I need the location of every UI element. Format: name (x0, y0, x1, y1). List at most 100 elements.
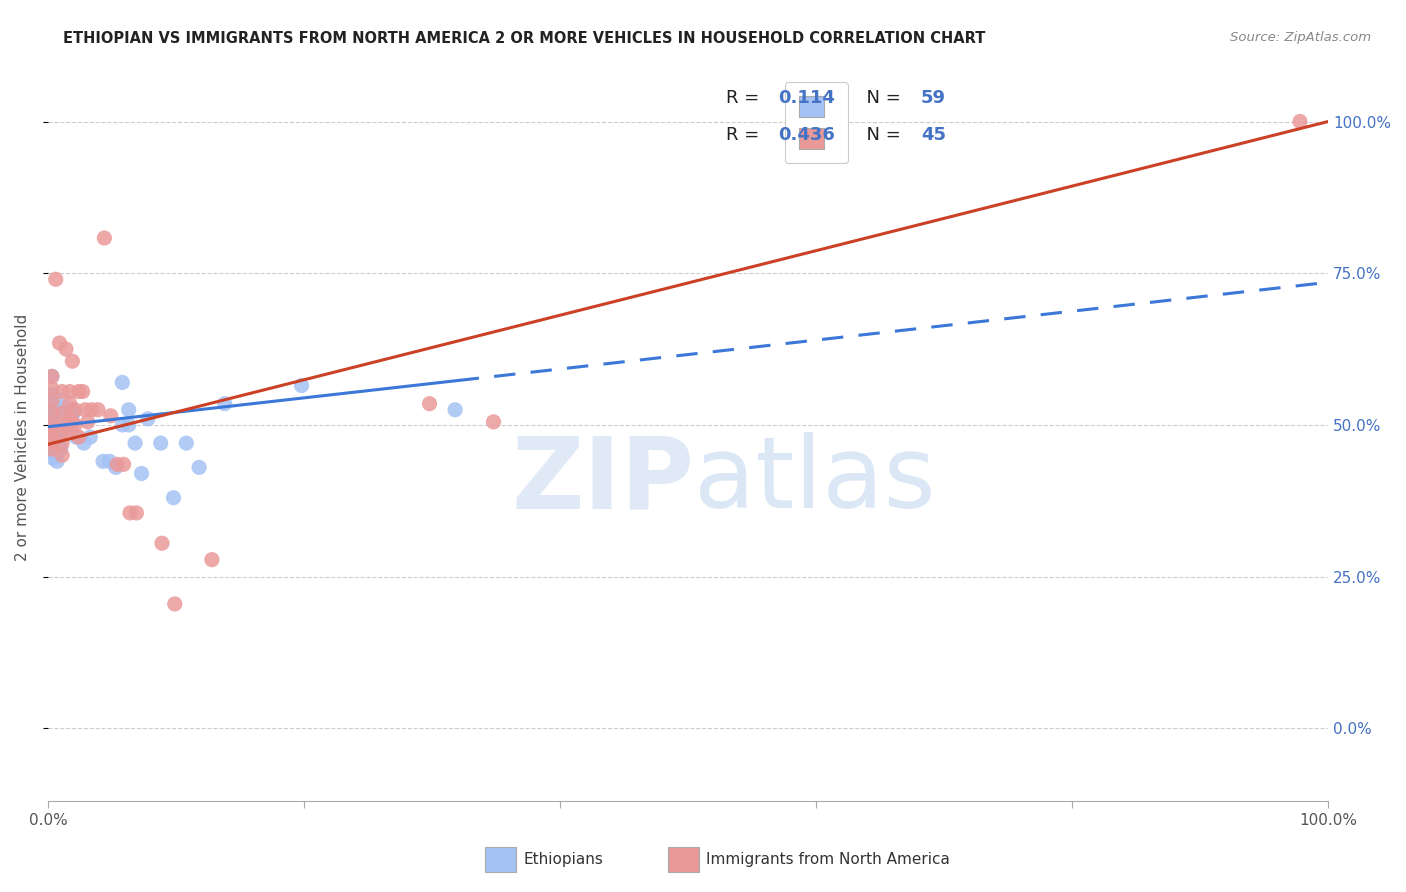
Point (131, 467, 153, 481)
Point (51, 448, 73, 462)
Text: N =: N = (855, 126, 905, 144)
Point (41, 430, 63, 444)
Point (42, 424, 65, 438)
Point (104, 460, 127, 475)
Point (65, 430, 87, 444)
Text: Ethiopians: Ethiopians (523, 853, 603, 867)
Point (75, 402, 97, 417)
Point (290, 378, 312, 392)
Point (87, 402, 110, 417)
Text: R =: R = (727, 126, 765, 144)
Point (41, 387, 63, 401)
Point (1289, 114, 1312, 128)
Point (59, 384, 82, 399)
Point (482, 415, 505, 429)
Y-axis label: 2 or more Vehicles in Household: 2 or more Vehicles in Household (15, 313, 30, 561)
Point (118, 402, 141, 417)
Point (60, 354, 83, 368)
Point (60, 402, 83, 417)
Point (46, 446, 69, 460)
Point (51, 424, 73, 438)
Point (63, 417, 86, 432)
Text: Source: ZipAtlas.com: Source: ZipAtlas.com (1230, 31, 1371, 45)
Text: 0.114: 0.114 (778, 89, 835, 107)
Point (118, 417, 141, 432)
Point (100, 409, 122, 423)
Point (73, 436, 96, 450)
Text: 59: 59 (921, 89, 946, 107)
Point (111, 417, 134, 432)
Point (53, 412, 76, 426)
Point (51, 406, 73, 420)
Point (76, 415, 98, 429)
Point (176, 436, 198, 450)
Point (49, 421, 72, 435)
Point (67, 384, 90, 399)
Point (93, 231, 115, 245)
Point (42, 431, 65, 445)
Point (42, 412, 65, 426)
Point (53, 417, 76, 432)
Point (51, 436, 73, 450)
Point (41, 424, 63, 438)
Point (42, 437, 65, 451)
Point (51, 417, 73, 432)
Point (46, 454, 69, 468)
Text: Immigrants from North America: Immigrants from North America (706, 853, 949, 867)
Point (42, 417, 65, 432)
Text: N =: N = (855, 89, 905, 107)
Point (201, 552, 224, 566)
Text: ZIP: ZIP (512, 433, 695, 529)
Point (49, 425, 72, 439)
Point (49, 406, 72, 420)
Point (60, 415, 83, 429)
Point (136, 412, 159, 426)
Point (124, 436, 146, 450)
Point (112, 458, 135, 472)
Point (41, 369, 63, 384)
Point (46, 432, 69, 446)
Point (188, 460, 211, 475)
Legend: , : , (785, 82, 848, 163)
Point (149, 436, 172, 450)
Point (80, 402, 103, 417)
Point (59, 424, 82, 438)
Point (41, 393, 63, 408)
Point (125, 506, 148, 520)
Point (62, 406, 84, 420)
Point (67, 430, 90, 444)
Point (46, 437, 69, 451)
Point (53, 400, 76, 414)
Text: 45: 45 (921, 126, 946, 144)
Point (42, 443, 65, 458)
Point (105, 458, 128, 472)
Point (46, 417, 69, 432)
Point (42, 446, 65, 460)
Point (79, 430, 101, 444)
Point (214, 397, 236, 411)
Point (42, 406, 65, 420)
Point (46, 406, 69, 420)
Point (46, 428, 69, 442)
Point (41, 417, 63, 432)
Point (60, 417, 83, 432)
Point (49, 441, 72, 455)
Point (111, 376, 134, 390)
Point (55, 342, 77, 356)
Text: R =: R = (727, 89, 765, 107)
Point (118, 506, 141, 520)
Point (41, 406, 63, 420)
Point (41, 369, 63, 384)
Point (45, 272, 67, 286)
Point (41, 382, 63, 396)
Point (63, 402, 86, 417)
Point (42, 425, 65, 440)
Point (98, 454, 121, 468)
Point (163, 597, 186, 611)
Point (41, 397, 63, 411)
Point (418, 397, 440, 411)
Point (42, 415, 65, 429)
Point (51, 384, 73, 399)
Point (91, 454, 114, 468)
Point (58, 402, 80, 417)
